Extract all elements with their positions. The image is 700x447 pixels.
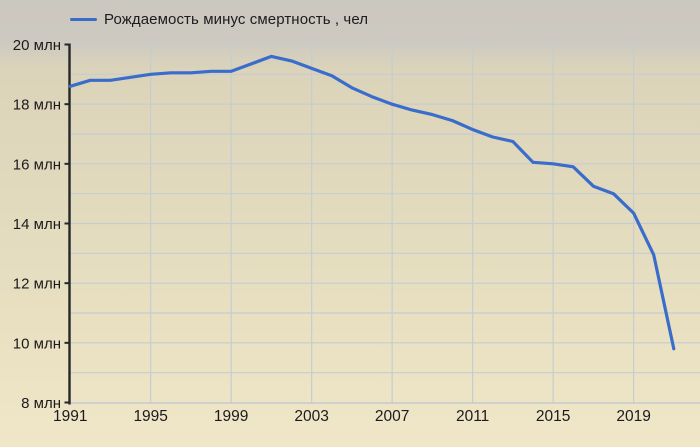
x-tick-label: 2015: [536, 408, 570, 425]
y-tick-label: 10 млн: [13, 335, 61, 352]
x-tick-label: 2019: [616, 408, 650, 425]
x-tick-label: 1999: [214, 408, 248, 425]
legend: Рождаемость минус смертность , чел: [70, 8, 368, 30]
y-tick-label: 12 млн: [13, 276, 61, 293]
legend-label: Рождаемость минус смертность , чел: [104, 10, 369, 28]
y-tick-label: 20 млн: [13, 37, 61, 54]
y-tick-label: 18 млн: [13, 97, 61, 114]
x-tick-label: 2007: [375, 408, 409, 425]
y-tick-label: 14 млн: [13, 216, 61, 233]
legend-line-swatch: [70, 17, 97, 21]
x-tick-label: 1995: [133, 408, 167, 425]
data-line: [68, 54, 676, 351]
x-tick-label: 2003: [294, 408, 328, 425]
y-tick-label: 8 млн: [21, 395, 61, 412]
x-tick-label: 2011: [456, 408, 489, 425]
x-tick-label: 1991: [53, 408, 87, 425]
y-tick-label: 16 млн: [13, 156, 61, 173]
